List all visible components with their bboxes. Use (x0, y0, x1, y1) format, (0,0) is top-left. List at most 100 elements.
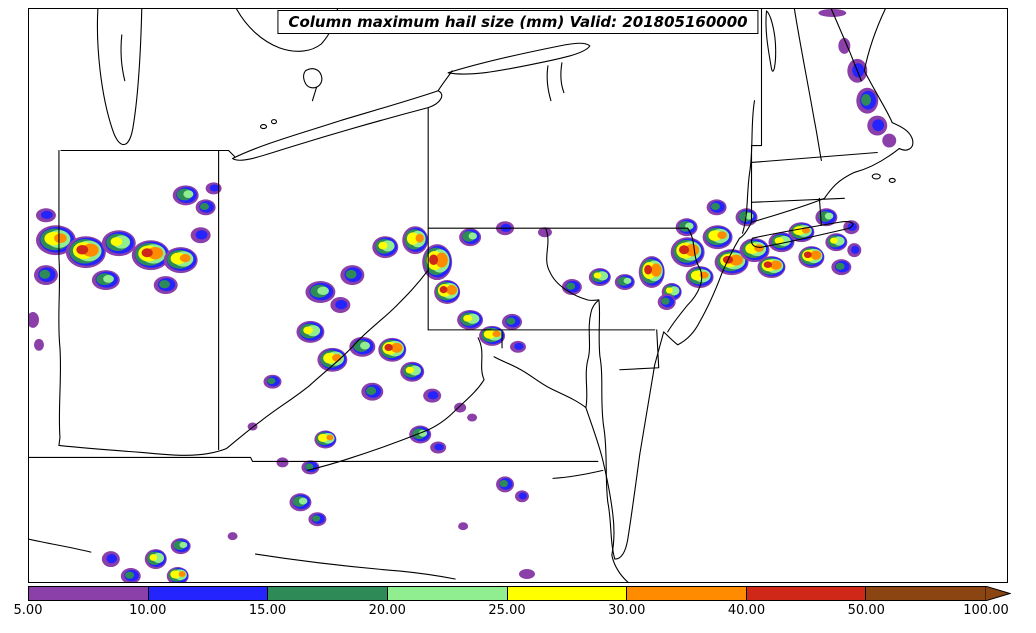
hail-cell (831, 259, 852, 276)
colorbar-tick-label: 15.00 (248, 603, 287, 618)
colorbar-tick-labels: 5.00 10.00 15.00 20.00 25.00 30.00 40.00 50.00 1… (14, 603, 1036, 621)
hail-cell (515, 490, 529, 503)
hail-cell-ring (847, 222, 857, 231)
lake-michigan-detail (120, 34, 126, 82)
hail-cell-ring (754, 244, 764, 252)
hail-cell (588, 268, 611, 287)
hudson-river (741, 100, 756, 234)
hail-cell (614, 274, 635, 291)
hail-cell (702, 225, 733, 250)
hail-cell (657, 294, 676, 310)
ohio-river (58, 269, 429, 456)
colorbar-tick-label: 20.00 (368, 603, 406, 618)
hail-cell-ring (39, 269, 51, 279)
hail-cell-ring (644, 264, 653, 275)
hail-cell (308, 512, 327, 527)
hail-cell-ring (209, 184, 220, 192)
hail-cell-ring (141, 248, 153, 258)
hail-cell (314, 430, 337, 449)
hail-cell-ring (439, 286, 448, 294)
colorbar-tick-label: 40.00 (727, 603, 766, 618)
hail-cell (65, 236, 106, 269)
hail-cell-ring (882, 133, 897, 148)
hail-cell (317, 347, 348, 372)
border-ky-tn-va-nc (29, 456, 599, 462)
hail-cell-ring (384, 343, 393, 352)
hail-cell-ring (690, 270, 704, 281)
hail-cell (101, 551, 120, 568)
hail-cell (675, 218, 698, 237)
hail-cell-ring (872, 119, 885, 132)
hail-cell-ring (678, 245, 690, 255)
hail-cell-ring (76, 244, 89, 255)
hail-cell (459, 228, 482, 247)
hail-cell (537, 227, 552, 238)
hail-cell (35, 208, 56, 223)
hail-cell (33, 338, 44, 351)
hail-cell (867, 115, 888, 136)
hail-cell-ring (303, 326, 313, 335)
hail-cell (144, 549, 167, 570)
susquehanna-river (545, 228, 600, 301)
hail-cell-ring (199, 202, 209, 211)
hail-cell (190, 227, 211, 244)
hail-cell-ring (499, 479, 508, 488)
hail-cell-ring (179, 254, 191, 263)
hail-cell (518, 569, 535, 580)
hail-cell (798, 246, 825, 269)
colorbar-extend-arrow (985, 586, 1011, 601)
hail-cell-ring (835, 262, 845, 270)
hail-cell-ring (247, 422, 258, 431)
hail-cell (409, 425, 432, 444)
colorbar-segment (746, 587, 867, 600)
hail-cell-ring (458, 522, 469, 531)
colorbar-segment (627, 587, 747, 600)
border-wv-va-ky (306, 337, 485, 471)
colorbar-tick-label: 5.00 (13, 603, 43, 618)
hail-cell (276, 457, 289, 468)
hail-cell (372, 236, 399, 259)
hail-cell (305, 281, 336, 303)
lake-erie-outline (232, 90, 443, 161)
hail-cell (402, 226, 429, 255)
hail-cell-ring (518, 569, 535, 580)
finger-lake (560, 62, 565, 94)
hail-cell-ring (463, 314, 473, 322)
hail-cell-ring (492, 330, 501, 338)
hail-cell-ring (824, 212, 834, 220)
coastline-mid-atlantic (598, 221, 753, 560)
border-mi-in-oh (60, 149, 236, 158)
colorbar-tick-label: 50.00 (847, 603, 885, 618)
river-bottom-center (254, 553, 456, 580)
hail-cell (434, 280, 461, 304)
hail-cell-ring (178, 571, 186, 577)
hail-cell-ring (537, 227, 552, 238)
colorbar-tick-label: 30.00 (608, 603, 646, 618)
border-ma-north (750, 151, 878, 164)
hail-cell (131, 240, 170, 271)
hail-cell-ring (179, 541, 188, 549)
hail-cell-ring (298, 497, 308, 505)
hail-cell (296, 320, 325, 343)
lake-champlain-outline (765, 10, 777, 72)
hail-cell (454, 402, 467, 413)
border-nh-me (830, 9, 862, 82)
hail-cell (561, 279, 582, 296)
hail-cell (101, 230, 136, 257)
hail-cell-ring (332, 353, 342, 362)
hail-cell-ring (317, 286, 329, 296)
colorbar-segment (29, 587, 149, 600)
hail-cell-ring (159, 280, 170, 289)
hail-cell-ring (312, 515, 321, 522)
hail-cell-ring (267, 377, 276, 385)
hail-cell (227, 532, 238, 541)
hail-cell-ring (852, 63, 865, 78)
hail-cell (423, 388, 442, 403)
hail-cell (247, 422, 258, 431)
hail-cell-ring (851, 245, 860, 254)
hail-cell-ring (110, 237, 123, 247)
lake-stclair-outline (303, 68, 323, 89)
hail-cell (330, 296, 351, 313)
niagara-river (437, 70, 453, 92)
hail-cell-ring (861, 94, 872, 106)
